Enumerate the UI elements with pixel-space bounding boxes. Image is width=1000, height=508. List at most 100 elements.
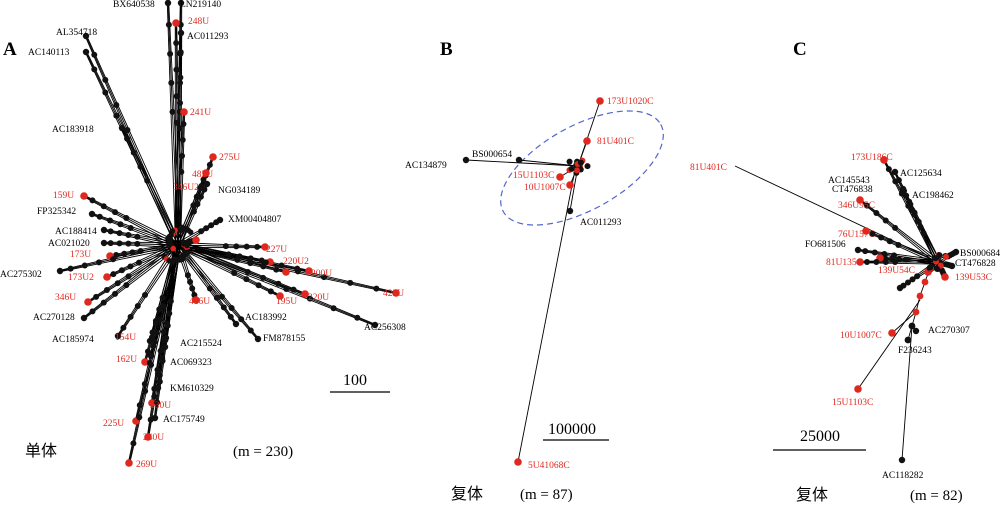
reference-node [882, 217, 889, 224]
reference-node [123, 215, 130, 222]
label-a-red: 225U [103, 419, 124, 429]
label-a-black: FP325342 [37, 207, 76, 217]
label-a-red: 154U [115, 333, 136, 343]
reference-node [577, 159, 584, 166]
reference-node [908, 322, 916, 330]
reference-node [232, 320, 240, 328]
reference-node [103, 287, 110, 294]
reference-node [912, 327, 920, 335]
panel-b-nodes [462, 97, 604, 466]
label-c-black: AC270307 [928, 326, 970, 336]
label-a-black: BX640538 [113, 0, 155, 10]
sample-node [209, 153, 217, 161]
label-c-black: CT476828 [955, 259, 996, 269]
reference-node [243, 243, 250, 250]
reference-node [891, 168, 899, 176]
reference-node [197, 193, 204, 200]
reference-node [169, 228, 176, 234]
label-c-red: 76U157C [838, 230, 875, 240]
reference-node [462, 156, 470, 164]
network-edge [166, 3, 176, 246]
reference-node [167, 50, 174, 57]
reference-node [93, 293, 100, 300]
reference-node [144, 348, 151, 355]
panel-c: C AC125634 AC145543 CT476838 AC198462 FO… [690, 39, 1000, 504]
reference-node [228, 304, 235, 311]
reference-node [130, 440, 137, 447]
panel-a-letter: A [3, 39, 17, 60]
network-edge [86, 35, 181, 245]
reference-node [160, 328, 167, 335]
reference-node [142, 292, 148, 299]
label-c-black: F236243 [898, 346, 932, 356]
sample-node [148, 399, 156, 407]
reference-node [278, 262, 285, 269]
reference-node [102, 89, 109, 96]
sample-node [943, 253, 950, 260]
label-a-red: 269U [136, 460, 157, 470]
reference-node [898, 190, 905, 197]
label-b-red: 173U1020C [607, 97, 653, 107]
reference-node [124, 127, 131, 134]
label-a-black: AC140113 [28, 48, 70, 58]
reference-node [89, 308, 96, 315]
reference-node [243, 276, 250, 283]
sample-node [202, 169, 210, 177]
reference-node [862, 248, 869, 255]
reference-node [180, 120, 187, 127]
reference-node [82, 32, 90, 40]
reference-node [219, 293, 225, 300]
sample-node [941, 273, 949, 281]
sample-node [880, 156, 888, 164]
reference-node [917, 224, 924, 231]
reference-node [151, 385, 158, 392]
reference-node [584, 163, 591, 170]
network-edge [122, 127, 181, 245]
reference-node [233, 243, 240, 250]
label-a-red: 162U [116, 355, 137, 365]
reference-node [247, 256, 254, 263]
sample-node [305, 267, 313, 275]
reference-node [80, 314, 88, 322]
sample-node [84, 298, 92, 306]
sample-node [141, 358, 149, 366]
reference-node [904, 336, 912, 344]
sample-node [276, 292, 284, 300]
reference-node [113, 252, 120, 259]
sample-node [912, 308, 920, 316]
network-edge [901, 325, 913, 461]
reference-node [933, 265, 940, 272]
reference-node [178, 168, 185, 175]
reference-node [169, 108, 176, 115]
sample-node [180, 108, 188, 116]
reference-node [184, 249, 191, 256]
network-edge [176, 246, 375, 327]
network-edge [179, 243, 259, 339]
reference-node [220, 304, 227, 311]
reference-node [134, 233, 141, 240]
reference-node [244, 268, 251, 275]
reference-node [88, 210, 96, 218]
reference-node [247, 327, 254, 334]
reference-node [193, 193, 200, 200]
reference-node [898, 456, 906, 464]
network-edge [177, 244, 237, 325]
caption-a: 单体 [25, 441, 57, 460]
reference-node [137, 163, 144, 170]
reference-node [173, 119, 180, 126]
network-edge [860, 199, 940, 261]
reference-node [903, 256, 910, 263]
panel-a-nodes [56, 0, 400, 467]
network-edge [175, 246, 236, 325]
network-edge [517, 169, 576, 463]
reference-node [151, 338, 158, 345]
reference-node [920, 230, 927, 237]
reference-node [871, 249, 878, 256]
label-a-black: XM00404807 [228, 215, 282, 225]
reference-node [892, 178, 899, 185]
reference-node [201, 186, 208, 193]
sample-node [888, 329, 896, 337]
label-a-red: 275U [219, 153, 240, 163]
label-a-red: 423U [383, 289, 404, 299]
